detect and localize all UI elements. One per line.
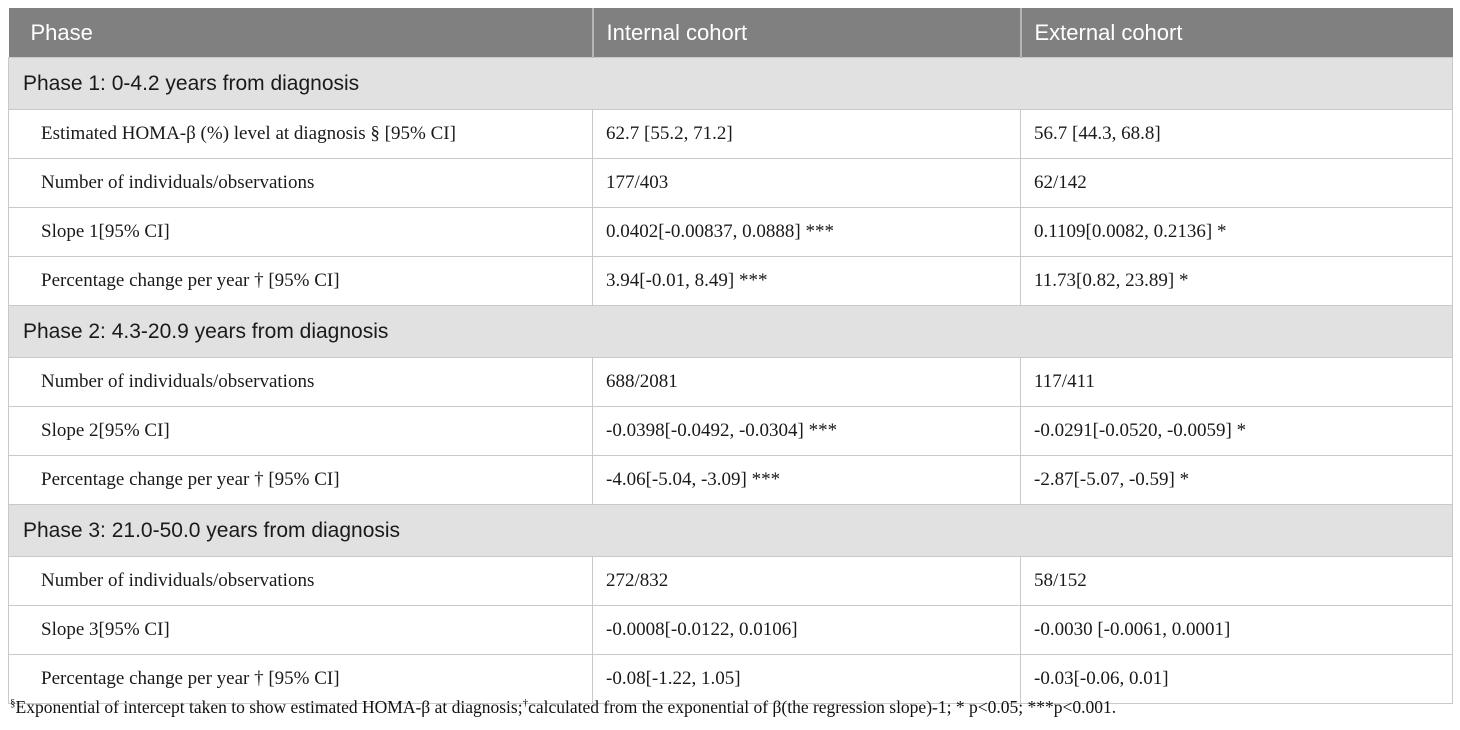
table-header: Phase Internal cohort External cohort [8,8,1453,58]
footnote-text-1: Exponential of intercept taken to show e… [15,697,523,717]
table-row: Percentage change per year † [95% CI] 3.9… [8,256,1453,306]
column-header-external-cohort: External cohort [1019,8,1453,58]
table-row: Slope 3[95% CI] -0.0008[-0.0122, 0.0106] -… [8,605,1453,655]
row-label: Percentage change per year † [95% CI] [8,654,593,704]
row-label: Number of individuals/observations [8,158,593,208]
footnote-text-2: calculated from the exponential of β(the… [528,697,1117,717]
internal-cohort-value: 177/403 [592,158,1021,208]
section-header-row: Phase 3: 21.0-50.0 years from diagnosis [8,504,1453,557]
table-row: Number of individuals/observations 177/40… [8,158,1453,208]
footnote-dagger-symbol: † [522,697,529,710]
table-row: Percentage change per year † [95% CI] -4.… [8,455,1453,505]
internal-cohort-value: -0.0398[-0.0492, -0.0304] *** [592,406,1021,456]
section-header-row: Phase 1: 0-4.2 years from diagnosis [8,57,1453,110]
section-title: Phase 3: 21.0-50.0 years from diagnosis [8,504,1453,557]
row-label: Slope 3[95% CI] [8,605,593,655]
table-row: Number of individuals/observations 688/20… [8,357,1453,407]
row-label: Percentage change per year † [95% CI] [8,256,593,306]
table-row: Number of individuals/observations 272/83… [8,556,1453,606]
column-header-phase: Phase [8,8,593,58]
table-row: Slope 2[95% CI] -0.0398[-0.0492, -0.0304]… [8,406,1453,456]
external-cohort-value: 11.73[0.82, 23.89] * [1020,256,1453,306]
internal-cohort-value: 688/2081 [592,357,1021,407]
external-cohort-value: 56.7 [44.3, 68.8] [1020,109,1453,159]
table-row: Estimated HOMA-β (%) level at diagnosis … [8,109,1453,159]
table-body: Phase 1: 0-4.2 years from diagnosis Estim… [8,57,1453,704]
footnote-section-symbol: § [10,697,16,710]
external-cohort-value: 62/142 [1020,158,1453,208]
external-cohort-value: -0.0291[-0.0520, -0.0059] * [1020,406,1453,456]
external-cohort-value: -2.87[-5.07, -0.59] * [1020,455,1453,505]
section-title: Phase 1: 0-4.2 years from diagnosis [8,57,1453,110]
internal-cohort-value: 272/832 [592,556,1021,606]
external-cohort-value: 0.1109[0.0082, 0.2136] * [1020,207,1453,257]
row-label: Percentage change per year † [95% CI] [8,455,593,505]
row-label: Slope 1[95% CI] [8,207,593,257]
row-label: Estimated HOMA-β (%) level at diagnosis … [8,109,593,159]
row-label: Slope 2[95% CI] [8,406,593,456]
internal-cohort-value: 62.7 [55.2, 71.2] [592,109,1021,159]
section-header-row: Phase 2: 4.3-20.9 years from diagnosis [8,305,1453,358]
external-cohort-value: 58/152 [1020,556,1453,606]
table-row: Slope 1[95% CI] 0.0402[-0.00837, 0.0888] … [8,207,1453,257]
internal-cohort-value: -0.0008[-0.0122, 0.0106] [592,605,1021,655]
external-cohort-value: -0.0030 [-0.0061, 0.0001] [1020,605,1453,655]
column-header-internal-cohort: Internal cohort [591,8,1021,58]
internal-cohort-value: -4.06[-5.04, -3.09] *** [592,455,1021,505]
external-cohort-value: 117/411 [1020,357,1453,407]
row-label: Number of individuals/observations [8,556,593,606]
external-cohort-value: -0.03[-0.06, 0.01] [1020,654,1453,704]
header-row: Phase Internal cohort External cohort [8,8,1453,58]
internal-cohort-value: 3.94[-0.01, 8.49] *** [592,256,1021,306]
table-footnote: §Exponential of intercept taken to show … [10,696,1450,719]
section-title: Phase 2: 4.3-20.9 years from diagnosis [8,305,1453,358]
phases-table: Phase Internal cohort External cohort Ph… [8,8,1453,704]
table-row: Percentage change per year † [95% CI] -0.… [8,654,1453,704]
row-label: Number of individuals/observations [8,357,593,407]
internal-cohort-value: 0.0402[-0.00837, 0.0888] *** [592,207,1021,257]
